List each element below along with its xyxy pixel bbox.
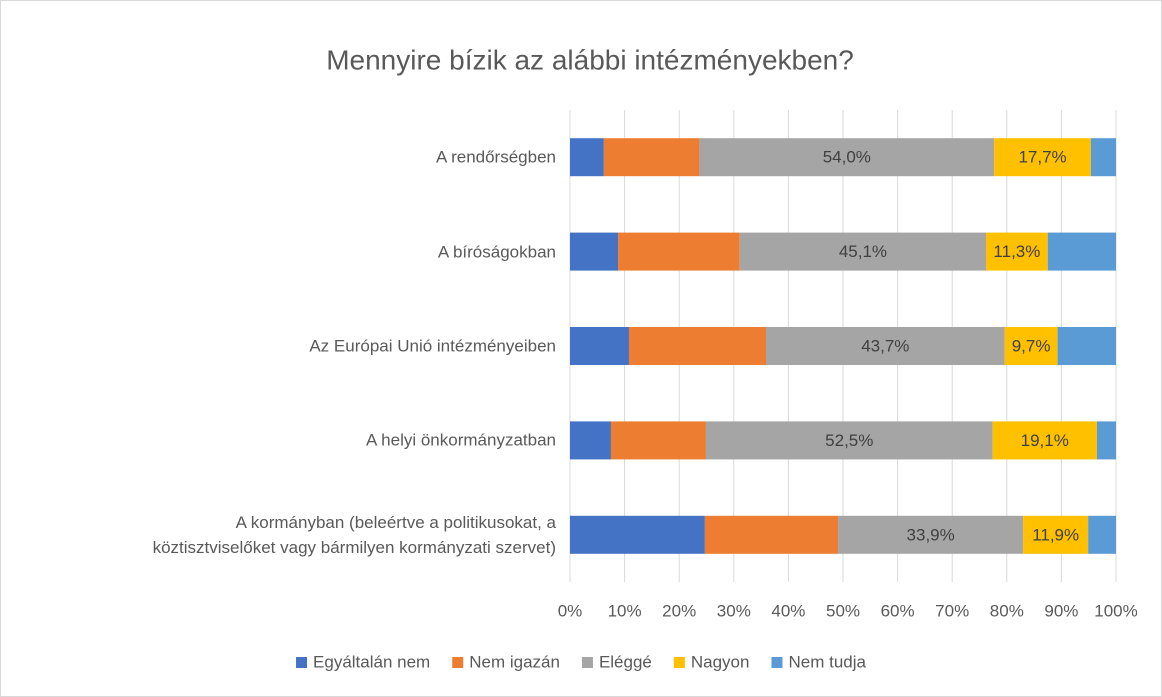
bar-segment (992, 421, 1097, 460)
y-tick-label: A bíróságokban (437, 242, 556, 262)
bar-segment (1096, 421, 1116, 460)
bar-segment (1090, 138, 1116, 177)
y-tick-label: Az Európai Unió intézményeiben (309, 336, 556, 356)
x-tick-label: 0% (558, 601, 583, 620)
data-label: 17,7% (1018, 148, 1066, 167)
data-label: 45,1% (839, 242, 887, 261)
legend-label: Egyáltalán nem (313, 652, 430, 671)
x-tick-label: 100% (1094, 601, 1137, 620)
bar-segment (705, 421, 993, 460)
legend-swatch (452, 657, 464, 668)
legend-label: Nagyon (691, 652, 750, 671)
legend-label: Nem tudja (788, 652, 866, 671)
bar-segment (1023, 515, 1089, 554)
bar-segment (1004, 327, 1058, 365)
x-tick-label: 70% (935, 601, 969, 620)
x-tick-label: 90% (1044, 601, 1078, 620)
bar-segment (610, 421, 706, 460)
x-tick-label: 50% (826, 601, 860, 620)
x-tick-label: 10% (608, 601, 642, 620)
bar-segment (1088, 515, 1116, 554)
x-tick-label: 40% (771, 601, 805, 620)
bar-segment (766, 327, 1005, 365)
data-label: 33,9% (907, 525, 955, 544)
bar-segment (704, 515, 839, 554)
bar-segment (739, 232, 987, 271)
bar-segment (994, 138, 1091, 177)
legend-swatch (771, 657, 783, 668)
data-label: 52,5% (825, 431, 873, 450)
bar-segment (570, 327, 629, 365)
bar-segment (628, 327, 767, 365)
x-tick-label: 60% (881, 601, 915, 620)
legend-label: Nem igazán (469, 652, 560, 671)
legend-swatch (296, 657, 308, 668)
bar-segment (699, 138, 995, 177)
x-tick-label: 30% (717, 601, 751, 620)
x-tick-label: 80% (990, 601, 1024, 620)
data-label: 43,7% (861, 336, 909, 355)
bar-segment (570, 421, 611, 460)
data-label: 19,1% (1021, 431, 1069, 450)
bar-segment (1047, 232, 1116, 271)
x-tick-label: 20% (662, 601, 696, 620)
bar-segment (1057, 327, 1116, 365)
legend-swatch (673, 657, 685, 668)
chart-title: Mennyire bízik az alábbi intézményekben? (326, 44, 854, 75)
data-label: 9,7% (1012, 336, 1051, 355)
bar-segment (618, 232, 740, 271)
y-tick-label: A helyi önkormányzatban (366, 430, 556, 450)
data-label: 54,0% (823, 148, 871, 167)
y-tick-label: A kormányban (beleértve a politikusokat,… (152, 512, 556, 557)
bar-segment (570, 138, 604, 177)
bar-segment (570, 232, 619, 271)
legend-swatch (581, 657, 593, 668)
y-tick-label: A rendőrségben (435, 147, 556, 167)
legend-label: Eléggé (599, 652, 652, 671)
bar-segment (986, 232, 1048, 271)
bar-segment (838, 515, 1024, 554)
data-label: 11,3% (993, 242, 1040, 261)
data-label: 11,9% (1032, 525, 1079, 544)
bar-segment (603, 138, 700, 177)
bar-segment (570, 515, 705, 554)
